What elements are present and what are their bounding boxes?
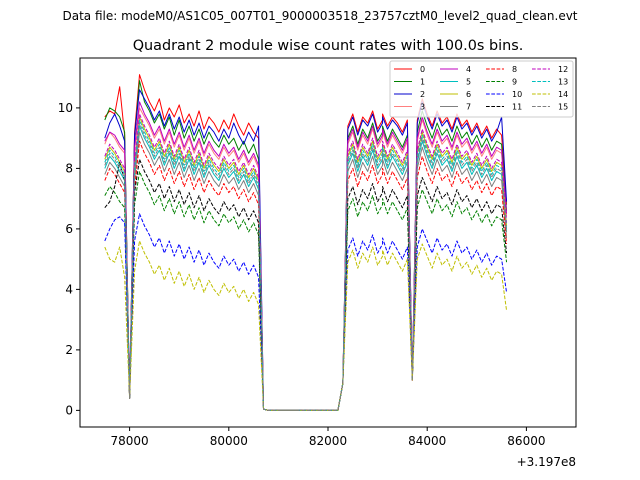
legend-label-5: 5 — [466, 78, 471, 87]
legend-label-13: 13 — [558, 78, 568, 87]
legend-label-4: 4 — [466, 65, 471, 74]
series-line-7 — [104, 131, 508, 411]
axis-layer: 78000 80000 82000 84000 86000 0 2 4 6 8 10 — [58, 101, 546, 448]
legend-label-7: 7 — [466, 103, 471, 112]
series-line-10 — [104, 213, 508, 411]
x-tick-label: 86000 — [507, 434, 545, 448]
series-line-12 — [104, 113, 508, 411]
legend-label-1: 1 — [420, 78, 425, 87]
legend-frame — [389, 60, 574, 118]
y-tick-label: 0 — [65, 403, 73, 417]
figure-suptitle: Data file: modeM0/AS1C05_007T01_90000035… — [62, 9, 577, 23]
legend-label-6: 6 — [466, 90, 471, 99]
legend-label-14: 14 — [558, 90, 568, 99]
series-line-15 — [104, 122, 508, 411]
legend-label-11: 11 — [512, 103, 522, 112]
y-tick-label: 2 — [65, 343, 73, 357]
legend-label-15: 15 — [558, 103, 568, 112]
x-tick-label: 80000 — [210, 434, 248, 448]
x-axis-offset-label: +3.197e8 — [517, 455, 576, 469]
y-tick-label: 4 — [65, 282, 73, 296]
legend-label-2: 2 — [420, 90, 425, 99]
y-tick-label: 8 — [65, 161, 73, 175]
legend-label-12: 12 — [558, 65, 568, 74]
x-tick-label: 84000 — [408, 434, 446, 448]
legend-label-0: 0 — [420, 65, 425, 74]
series-layer — [104, 74, 508, 411]
series-line-8 — [104, 140, 508, 411]
legend-label-10: 10 — [512, 90, 522, 99]
series-line-11 — [104, 158, 508, 411]
series-line-14 — [104, 240, 508, 411]
chart-title: Quadrant 2 module wise count rates with … — [133, 38, 524, 54]
y-tick-label: 10 — [58, 101, 73, 115]
series-line-9 — [104, 170, 508, 411]
legend-label-9: 9 — [512, 78, 517, 87]
legend-label-8: 8 — [512, 65, 517, 74]
legend-label-3: 3 — [420, 103, 425, 112]
x-tick-label: 82000 — [309, 434, 347, 448]
y-tick-label: 6 — [65, 222, 73, 236]
x-tick-label: 78000 — [111, 434, 149, 448]
